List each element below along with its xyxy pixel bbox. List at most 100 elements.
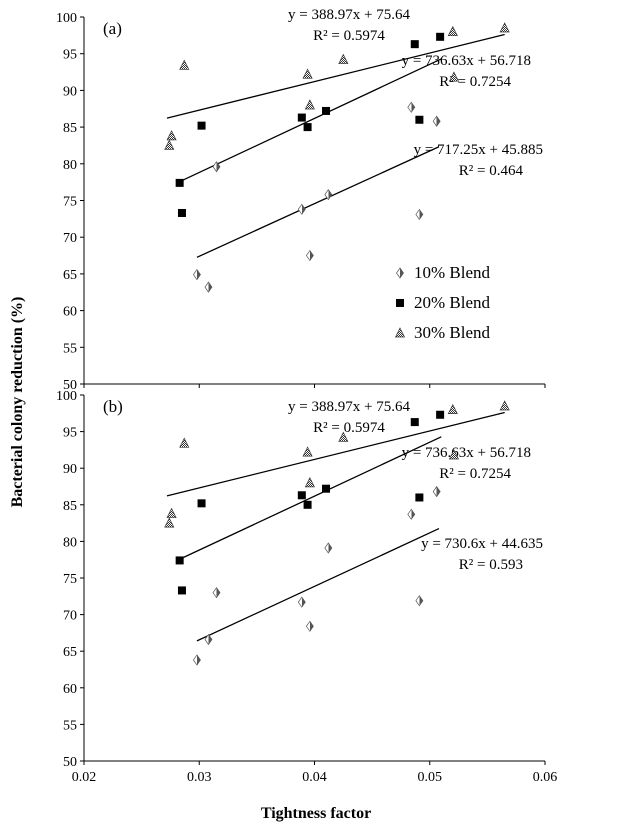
- point-30-blend: [304, 477, 315, 488]
- point-10-blend: [415, 208, 424, 221]
- point-30-blend: [499, 400, 510, 411]
- point-10-blend: [297, 203, 306, 215]
- point-10-blend: [432, 486, 441, 498]
- point-30-blend: [166, 130, 177, 141]
- x-tick-label: 0.02: [72, 770, 97, 785]
- trendline-equation: y = 388.97x + 75.64: [288, 399, 410, 415]
- trendline-r2: R² = 0.5974: [313, 28, 385, 44]
- point-20-blend: [415, 115, 424, 124]
- y-tick-label: 75: [63, 572, 77, 587]
- panel-a: 50 55 60 65 70 75 80 85 90 95 100 (a) y = 388.97x + …: [56, 7, 546, 393]
- point-20-blend: [436, 32, 445, 41]
- point-20-blend: [322, 484, 331, 493]
- trendline-equation: y = 388.97x + 75.64: [288, 7, 410, 23]
- y-tick-label: 85: [63, 121, 77, 136]
- point-30-blend: [447, 25, 458, 37]
- legend-marker: [396, 267, 404, 279]
- legend: 10% Blend 20% Blend 30% Blend: [394, 263, 491, 342]
- x-tick-label: 0.03: [187, 770, 212, 785]
- point-20-blend: [322, 106, 331, 115]
- y-tick-label: 60: [63, 305, 77, 320]
- point-20-blend: [297, 113, 306, 122]
- point-30-blend: [338, 431, 349, 442]
- point-30-blend: [179, 437, 190, 448]
- legend-marker: [394, 327, 406, 338]
- trendline-30-blend: [166, 411, 505, 497]
- point-20-blend: [303, 123, 312, 132]
- y-tick-label: 70: [63, 609, 77, 624]
- trendline-r2: R² = 0.5974: [313, 420, 385, 436]
- point-10-blend: [407, 508, 416, 520]
- panel-label: (a): [103, 19, 122, 38]
- x-axis-title: Tightness factor: [261, 805, 371, 822]
- y-tick-label: 95: [63, 48, 77, 63]
- point-10-blend: [297, 596, 306, 608]
- point-30-blend: [166, 507, 177, 518]
- point-10-blend: [305, 620, 314, 632]
- point-10-blend: [305, 249, 314, 262]
- y-tick-label: 100: [56, 11, 77, 26]
- point-30-blend: [302, 446, 313, 457]
- y-tick-label: 85: [63, 499, 77, 514]
- y-tick-label: 50: [63, 378, 77, 393]
- point-10-blend: [407, 101, 416, 113]
- point-30-blend: [164, 139, 175, 150]
- trendline-equation: y = 736.63x + 56.718: [402, 445, 531, 461]
- point-30-blend: [164, 517, 175, 528]
- x-tick-label: 0.05: [418, 770, 443, 785]
- point-20-blend: [415, 493, 424, 502]
- point-10-blend: [432, 115, 441, 127]
- point-30-blend: [338, 53, 349, 64]
- point-30-blend: [448, 71, 460, 82]
- legend-label: 10% Blend: [414, 263, 491, 282]
- y-tick-label: 65: [63, 645, 77, 660]
- point-30-blend: [179, 59, 190, 70]
- y-tick-label: 50: [63, 755, 77, 770]
- point-10-blend: [193, 269, 201, 281]
- point-30-blend: [499, 22, 510, 33]
- y-tick-label: 75: [63, 195, 77, 210]
- y-tick-label: 80: [63, 535, 77, 550]
- point-20-blend: [177, 586, 186, 595]
- trendline-equation: y = 717.25x + 45.885: [414, 142, 543, 158]
- point-20-blend: [197, 121, 206, 130]
- point-20-blend: [175, 556, 184, 565]
- legend-label: 30% Blend: [414, 323, 491, 342]
- point-20-blend: [177, 208, 186, 217]
- y-tick-label: 80: [63, 158, 77, 173]
- y-tick-label: 95: [63, 426, 77, 441]
- panel-b: 50 55 60 65 70 75 80 85 90 95 100 0.02 0.03 0.04 0.05 0…: [56, 389, 557, 785]
- point-20-blend: [197, 499, 206, 508]
- point-10-blend: [204, 633, 213, 646]
- trendline-equation: y = 730.6x + 44.635: [421, 536, 543, 552]
- y-tick-label: 100: [56, 389, 77, 404]
- y-tick-label: 55: [63, 718, 77, 733]
- trendline-20-blend: [178, 436, 442, 561]
- point-10-blend: [193, 654, 201, 666]
- x-tick-label: 0.06: [533, 770, 558, 785]
- point-10-blend: [212, 587, 221, 599]
- trendline-r2: R² = 0.7254: [439, 74, 511, 90]
- legend-marker: [396, 299, 404, 307]
- point-30-blend: [448, 449, 460, 460]
- trendline-20-blend: [178, 58, 442, 183]
- trendline-r2: R² = 0.593: [459, 557, 523, 573]
- point-20-blend: [436, 410, 445, 419]
- trendline-r2: R² = 0.464: [459, 163, 524, 179]
- point-20-blend: [175, 178, 184, 187]
- trendline-r2: R² = 0.7254: [439, 466, 511, 482]
- point-10-blend: [212, 161, 221, 173]
- y-axis-title: Bacterial colony reduction (%): [9, 297, 26, 508]
- point-20-blend: [303, 500, 312, 509]
- point-10-blend: [415, 595, 424, 607]
- point-10-blend: [324, 542, 333, 554]
- point-30-blend: [302, 68, 313, 79]
- point-30-blend: [447, 403, 458, 414]
- trendline-equation: y = 736.63x + 56.718: [402, 53, 531, 69]
- x-tick-label: 0.04: [302, 770, 327, 785]
- point-30-blend: [304, 99, 315, 110]
- legend-label: 20% Blend: [414, 293, 491, 312]
- y-tick-label: 65: [63, 268, 77, 283]
- y-tick-label: 90: [63, 84, 77, 99]
